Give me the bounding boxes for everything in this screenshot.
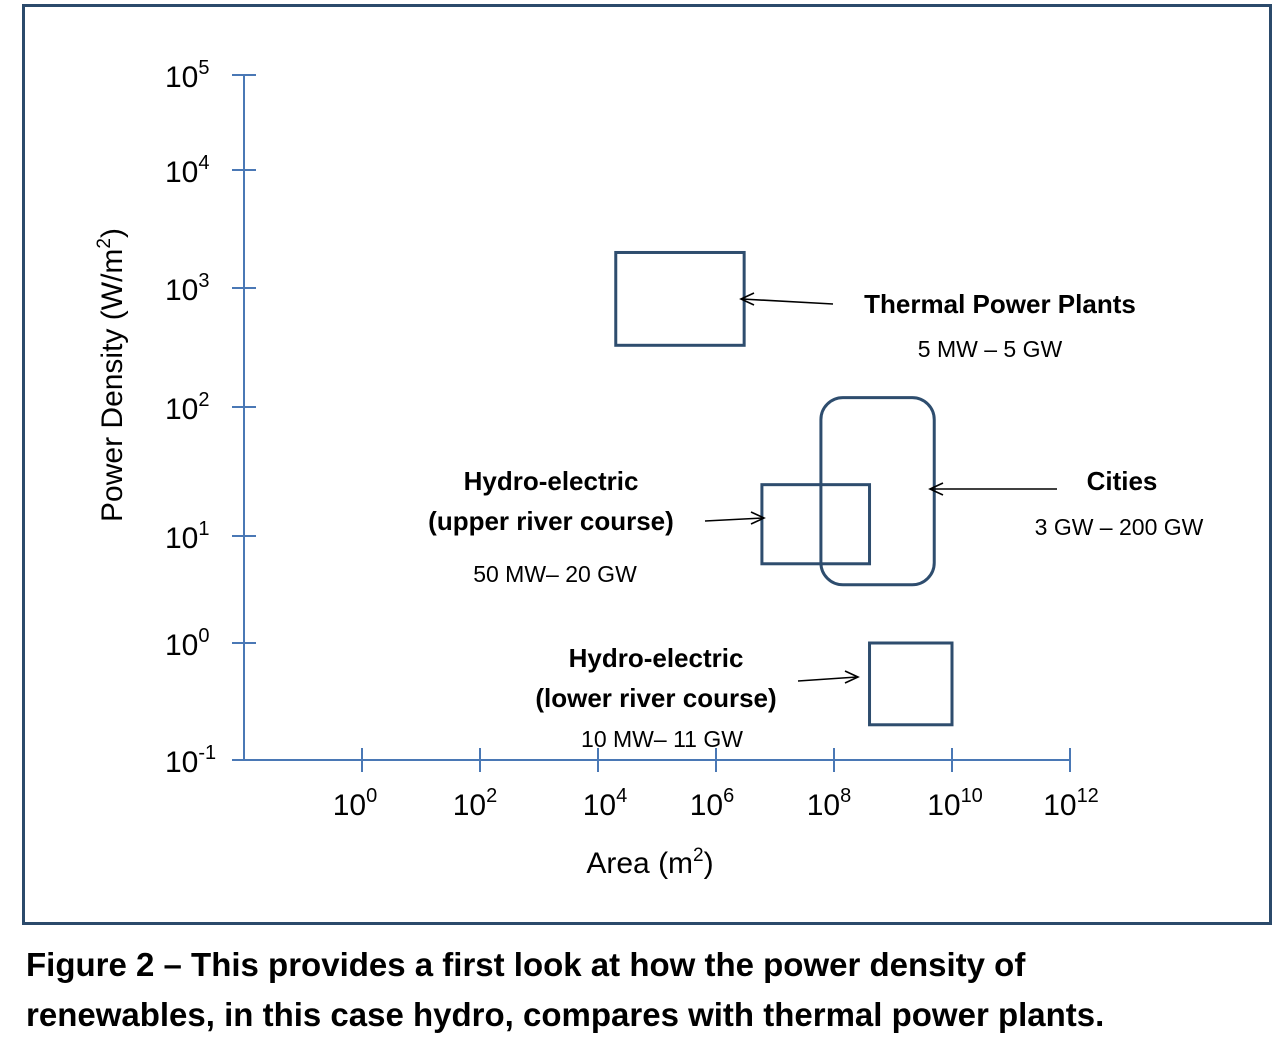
y-axis-title: Power Density (W/m2) [94, 228, 129, 522]
cities-label: Cities [1087, 466, 1158, 496]
lower-arrow [797, 676, 858, 682]
upper-label-line1: Hydro-electric [464, 466, 639, 496]
lower-label-line2: (lower river course) [535, 683, 776, 713]
upper-range: 50 MW– 20 GW [473, 561, 637, 587]
y-tick-label: 10-1 [165, 742, 216, 779]
cities-arrowhead [928, 482, 944, 496]
y-tick-label: 101 [165, 518, 210, 555]
x-tick-label: 106 [690, 785, 735, 822]
hydro-lower-box [868, 641, 954, 727]
x-tick-label: 104 [583, 785, 628, 822]
y-tick-label: 102 [165, 389, 210, 426]
upper-arrow [704, 517, 764, 522]
hydro-upper-box [760, 483, 872, 566]
y-tick-label: 105 [165, 57, 210, 94]
y-tick-label: 104 [165, 152, 210, 189]
caption-line-2: renewables, in this case hydro, compares… [26, 996, 1105, 1033]
thermal-arrow [741, 298, 834, 305]
thermal-arrowhead [739, 292, 755, 306]
thermal-label: Thermal Power Plants [864, 289, 1136, 319]
lower-label-line1: Hydro-electric [569, 643, 744, 673]
thermal-range: 5 MW – 5 GW [918, 336, 1063, 362]
chart: 100 102 104 106 108 1010 1012 10-1 100 101 102 103 1… [94, 57, 1204, 880]
caption-line-1: Figure 2 – This provides a first look at… [26, 946, 1026, 983]
upper-label-line2: (upper river course) [428, 506, 674, 536]
ticks: 100 102 104 106 108 1010 1012 10-1 100 101 102 103 1… [165, 57, 1099, 822]
lower-range: 10 MW– 11 GW [581, 726, 743, 752]
lower-arrowhead [844, 670, 860, 684]
cities-range: 3 GW – 200 GW [1035, 514, 1204, 540]
annotation-arrows [704, 292, 1057, 684]
x-tick-label: 1010 [927, 785, 983, 822]
x-tick-label: 1012 [1043, 785, 1099, 822]
axes [243, 75, 1070, 761]
figure-caption: Figure 2 – This provides a first look at… [26, 940, 1266, 1040]
cities-box [819, 396, 936, 587]
y-tick-label: 100 [165, 625, 210, 662]
x-tick-label: 108 [807, 785, 852, 822]
y-tick-label: 103 [165, 270, 210, 307]
thermal-box [614, 250, 746, 347]
figure-frame [22, 4, 1272, 925]
x-tick-label: 100 [333, 785, 378, 822]
x-tick-label: 102 [453, 785, 498, 822]
upper-arrowhead [750, 511, 766, 525]
x-axis-title: Area (m2) [586, 845, 713, 880]
